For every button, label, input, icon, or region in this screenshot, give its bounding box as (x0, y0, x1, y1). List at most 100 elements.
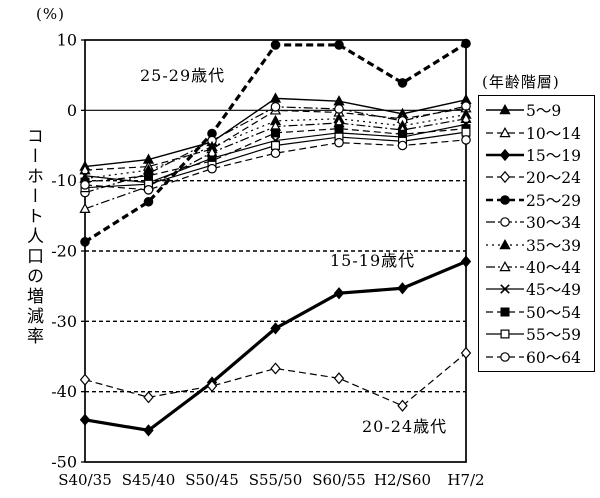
circle-filled-marker-icon (500, 195, 510, 205)
circle-filled-marker-icon (80, 237, 90, 247)
legend-line-sample (486, 260, 524, 272)
y-tick-label: -30 (51, 312, 77, 331)
legend-line-sample (486, 238, 524, 249)
legend-item-15〜19: 15〜19 (485, 144, 592, 166)
triangle-open-marker-icon (206, 146, 218, 157)
square-filled-marker-icon (144, 171, 154, 181)
legend-line-sample (486, 284, 524, 295)
legend-line-sample (486, 307, 524, 317)
circle-open-marker-icon (461, 135, 471, 145)
legend-item-25〜29: 25〜29 (485, 189, 592, 211)
diamond-filled-marker-icon (270, 322, 281, 335)
y-axis-title: コーホート人口の増減率 (23, 127, 43, 347)
x-tick-label: S60/55 (312, 471, 366, 489)
legend-line-sample (486, 217, 524, 228)
triangle-filled-marker-icon (499, 104, 511, 115)
circle-filled-marker-icon (143, 196, 154, 207)
legend-label: 55〜59 (526, 326, 581, 345)
legend-item-20〜24: 20〜24 (485, 166, 592, 188)
diamond-open-marker-icon (499, 171, 511, 184)
triangle-open-marker-icon (79, 202, 91, 213)
legend-label: 30〜34 (526, 214, 581, 233)
diamond-filled-marker-icon (79, 413, 91, 426)
legend-item-55〜59: 55〜59 (485, 323, 592, 345)
triangle-open-marker-icon (499, 126, 511, 137)
legend-label: 45〜49 (526, 281, 581, 300)
circle-open-marker-icon (334, 104, 344, 114)
x-tick-label: H7/2 (447, 471, 484, 489)
legend-label: 10〜14 (526, 124, 581, 143)
circle-filled-marker-icon (397, 78, 408, 88)
triangle-open-marker-icon (499, 260, 511, 272)
triangle-open-marker-icon (460, 112, 472, 123)
y-tick-label: 10 (57, 31, 77, 50)
legend-item-5〜9: 5〜9 (485, 99, 592, 121)
x-tick-label: H2/S60 (374, 471, 431, 489)
legend-label: 50〜54 (526, 303, 581, 322)
circle-filled-marker-icon (334, 40, 344, 50)
diamond-open-marker-icon (333, 372, 345, 385)
circle-open-marker-icon (500, 351, 510, 362)
diamond-filled-marker-icon (397, 282, 408, 295)
x-cross-marker-icon (500, 284, 510, 295)
y-axis-unit-label: (%) (36, 5, 65, 23)
diamond-filled-marker-icon (460, 255, 472, 268)
x-tick-label: S55/50 (249, 471, 303, 489)
annotation-20-24歳代: 20-24歳代 (362, 417, 448, 436)
square-open-marker-icon (271, 141, 281, 151)
legend-item-30〜34: 30〜34 (485, 211, 592, 233)
legend-title: (年齢階層) (482, 73, 560, 91)
legend-line-sample (486, 195, 524, 205)
legend-label: 15〜19 (526, 147, 581, 166)
legend: 5〜9 10〜14 15〜19 20〜24 25〜29 30〜34 35〜39 40〜44 45… (478, 95, 595, 372)
legend-label: 35〜39 (526, 236, 581, 255)
circle-filled-marker-icon (270, 40, 281, 50)
legend-label: 5〜9 (526, 102, 562, 121)
legend-line-sample (486, 148, 524, 162)
diamond-open-marker-icon (397, 399, 408, 412)
legend-line-sample (486, 329, 524, 339)
annotation-25-29歳代: 25-29歳代 (140, 66, 226, 85)
annotation-15-19歳代: 15-19歳代 (330, 251, 416, 270)
circle-open-marker-icon (334, 137, 344, 148)
square-filled-marker-icon (500, 307, 510, 317)
y-tick-label: -40 (51, 382, 77, 401)
legend-item-50〜54: 50〜54 (485, 301, 592, 323)
circle-filled-marker-icon (461, 38, 471, 49)
diamond-open-marker-icon (143, 391, 154, 404)
legend-item-40〜44: 40〜44 (485, 256, 592, 278)
square-open-marker-icon (461, 127, 471, 137)
square-open-marker-icon (500, 329, 510, 339)
legend-item-10〜14: 10〜14 (485, 122, 592, 144)
circle-open-marker-icon (143, 185, 154, 195)
diamond-open-marker-icon (270, 362, 281, 375)
diamond-open-marker-icon (460, 346, 472, 360)
legend-item-35〜39: 35〜39 (485, 234, 592, 256)
legend-line-sample (486, 104, 524, 115)
circle-open-marker-icon (80, 180, 90, 190)
legend-line-sample (486, 126, 524, 137)
y-tick-label: -10 (51, 171, 77, 190)
triangle-filled-marker-icon (499, 238, 511, 249)
legend-line-sample (486, 171, 524, 184)
circle-open-marker-icon (500, 217, 510, 228)
legend-label: 25〜29 (526, 191, 581, 210)
legend-line-sample (486, 351, 524, 362)
triangle-filled-marker-icon (269, 92, 282, 103)
legend-item-60〜64: 60〜64 (485, 346, 592, 368)
x-tick-label: S50/45 (185, 471, 239, 489)
diamond-filled-marker-icon (333, 287, 345, 300)
diamond-filled-marker-icon (499, 148, 511, 162)
y-tick-label: -50 (51, 453, 77, 472)
x-tick-label: S40/35 (58, 471, 112, 489)
circle-open-marker-icon (397, 140, 408, 151)
diamond-open-marker-icon (206, 379, 218, 393)
series-line-20〜24 (84, 352, 467, 407)
y-tick-label: 0 (67, 101, 77, 120)
series-line-15〜19 (84, 260, 467, 433)
legend-label: 20〜24 (526, 169, 581, 188)
legend-label: 60〜64 (526, 348, 581, 367)
diamond-open-marker-icon (79, 373, 91, 386)
